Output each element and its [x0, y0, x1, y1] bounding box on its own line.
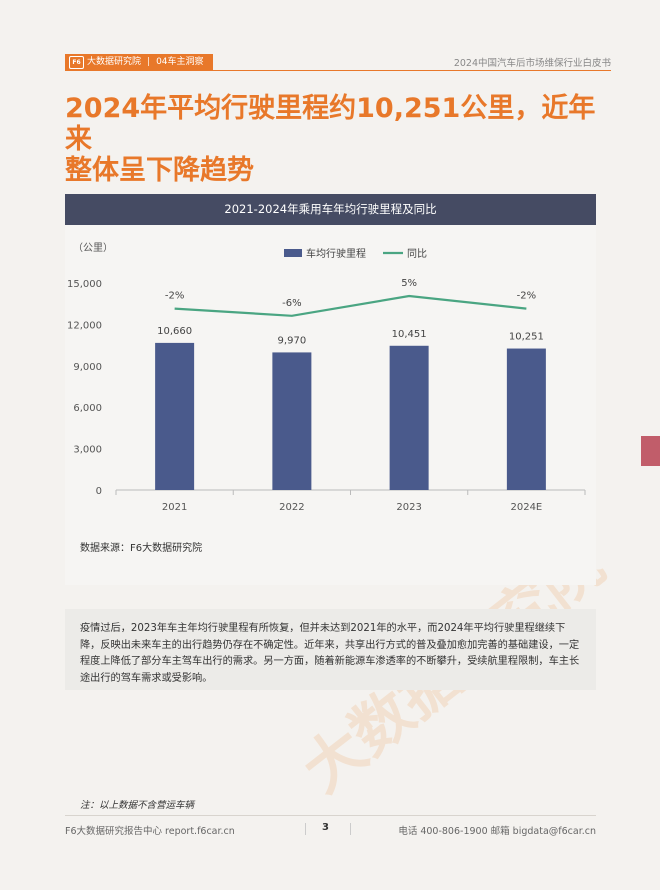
y-tick-label: 9,000: [73, 362, 102, 373]
header-divider: [213, 70, 611, 71]
x-tick-label: 2024E: [510, 502, 542, 513]
footer-separator: [305, 823, 306, 835]
data-source: 数据来源：F6大数据研究院: [80, 543, 203, 554]
line-value-label: 5%: [401, 278, 417, 289]
footer-divider: [65, 815, 596, 816]
footer-website: F6大数据研究报告中心 report.f6car.cn: [65, 826, 235, 837]
y-axis-unit: （公里）: [73, 242, 113, 254]
chart-svg: （公里） 0 3,000 6,000 9,000 12,000 15,000 10,660 20…: [67, 242, 586, 513]
y-tick-label: 15,000: [67, 279, 102, 290]
line-value-label: -2%: [165, 291, 184, 302]
body-text-box: 疫情过后，2023年车主年均行驶里程有所恢复，但并未达到2021年的水平，而20…: [65, 609, 596, 690]
page-title-line1: 2024年平均行驶里程约10,251公里，近年来: [65, 93, 596, 155]
line-value-label: -6%: [282, 298, 301, 309]
footer-contact: 电话 400-806-1900 邮箱 bigdata@f6car.cn: [398, 826, 596, 837]
bar-value-label: 9,970: [278, 335, 307, 346]
bar-value-label: 10,251: [509, 332, 544, 343]
legend-label-bar: 车均行驶里程: [306, 247, 366, 260]
f6-logo-icon: F6: [69, 56, 84, 69]
footer-separator: [350, 823, 351, 835]
brand-separator: |: [147, 57, 151, 67]
page-number: 3: [322, 822, 329, 833]
page-title-line2: 整体呈下降趋势: [65, 155, 254, 186]
y-tick-label: 0: [96, 486, 102, 497]
bar: [155, 342, 195, 490]
side-tab: [641, 436, 660, 466]
bar: [272, 352, 312, 490]
chart-area: （公里） 0 3,000 6,000 9,000 12,000 15,000 10,660 20…: [65, 225, 596, 585]
bar-value-label: 10,451: [392, 329, 427, 340]
legend-swatch-bar: [284, 249, 302, 257]
yoy-line: [174, 294, 527, 317]
bar: [506, 348, 546, 490]
legend-label-line: 同比: [407, 248, 427, 260]
brand-tag: F6 大数据研究院 | 04车主洞察: [65, 54, 213, 71]
x-tick-label: 2021: [162, 502, 187, 513]
y-tick-label: 3,000: [73, 445, 102, 456]
page-title: 2024年平均行驶里程约10,251公里，近年来 整体呈下降趋势: [65, 93, 605, 186]
line-value-label: -2%: [517, 291, 536, 302]
section-label: 04车主洞察: [156, 57, 204, 67]
bar-value-label: 10,660: [157, 326, 192, 337]
report-title: 2024中国汽车后市场维保行业白皮书: [453, 58, 611, 69]
body-text: 疫情过后，2023年车主年均行驶里程有所恢复，但并未达到2021年的水平，而20…: [80, 623, 580, 684]
footnote: 注：以上数据不含营运车辆: [80, 800, 195, 811]
chart-title: 2021-2024年乘用车年均行驶里程及同比: [65, 194, 596, 225]
x-tick-label: 2022: [279, 502, 304, 513]
brand-name: 大数据研究院: [87, 57, 142, 67]
y-tick-label: 12,000: [67, 320, 102, 331]
bar: [389, 345, 429, 490]
x-tick-label: 2023: [396, 502, 421, 513]
y-tick-label: 6,000: [73, 403, 102, 414]
top-header: F6 大数据研究院 | 04车主洞察 2024中国汽车后市场维保行业白皮书: [65, 50, 611, 74]
